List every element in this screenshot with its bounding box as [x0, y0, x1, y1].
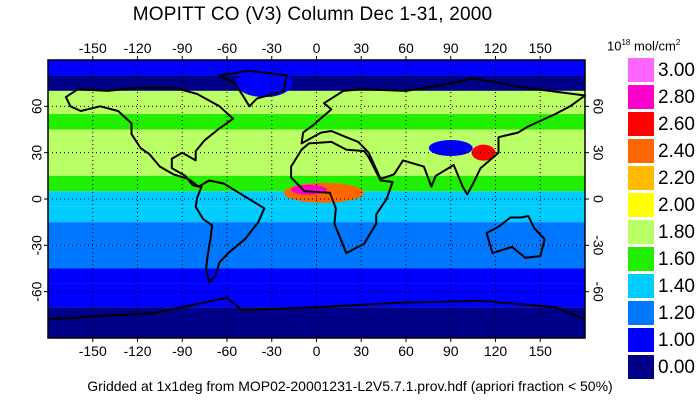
outline-africa [290, 140, 394, 255]
lon-label-bottom: -60 [217, 343, 237, 359]
colorbar-label: 1.60 [658, 249, 695, 270]
continent-outlines [47, 69, 586, 321]
lon-label-bottom: 0 [313, 343, 321, 359]
colorbar-label: 3.00 [658, 60, 695, 81]
lon-label-top: 60 [398, 40, 414, 56]
lon-label-top: 120 [484, 40, 508, 56]
lon-label-bottom: 120 [484, 343, 508, 359]
colorbar-label: 1.80 [658, 222, 695, 243]
lon-label-bottom: 60 [398, 343, 414, 359]
colorbar-level: 2.60 [628, 112, 698, 138]
colorbar-swatch [628, 112, 654, 136]
lon-label-bottom: -90 [172, 343, 192, 359]
lon-label-bottom: 150 [529, 343, 553, 359]
colorbar-swatch [628, 274, 654, 298]
colorbar-level: 1.00 [628, 328, 698, 354]
lon-label-top: 90 [443, 40, 459, 56]
lat-label-right: -30 [590, 235, 606, 255]
colorbar-label: 2.60 [658, 114, 695, 135]
lon-label-top: -90 [172, 40, 192, 56]
co-band [48, 206, 585, 223]
lat-label-left: 0 [29, 195, 45, 203]
colorbar-swatch [628, 328, 654, 352]
lon-label-bottom: -30 [262, 343, 282, 359]
colorbar-label: 1.40 [658, 276, 695, 297]
graticule [48, 60, 585, 338]
colorbar-level: 3.00 [628, 58, 698, 84]
colorbar-units: 1018 mol/cm2 [607, 38, 681, 54]
co-band [48, 307, 585, 338]
colorbar-level: 1.60 [628, 247, 698, 273]
footer-note: Gridded at 1x1deg from MOP02-20001231-L2… [87, 378, 613, 394]
lon-label-top: -150 [79, 40, 107, 56]
outline-north-america [64, 86, 234, 188]
colorbar-level: 2.20 [628, 166, 698, 192]
lon-label-top: -120 [123, 40, 151, 56]
colorbar-swatch [628, 301, 654, 325]
colorbar-label: 1.00 [658, 330, 695, 351]
lon-label-top: -30 [262, 40, 282, 56]
lat-label-left: -30 [29, 235, 45, 255]
colorbar-swatch [628, 58, 654, 82]
colorbar-swatch [628, 355, 654, 379]
colorbar: 3.00 2.80 2.60 2.40 2.20 2.00 1.80 1.60 1.40 1.20… [628, 58, 698, 384]
lat-label-left: 60 [29, 98, 45, 114]
lat-label-right: 60 [590, 99, 606, 115]
lon-label-bottom: -120 [123, 343, 151, 359]
lon-label-bottom: -150 [79, 343, 107, 359]
colorbar-swatch [628, 247, 654, 271]
lon-label-top: -60 [217, 40, 237, 56]
colorbar-swatch [628, 85, 654, 109]
colorbar-level: 2.80 [628, 85, 698, 111]
greenland-low [236, 69, 293, 98]
colorbar-level: 0.00 [628, 355, 698, 381]
outline-south-america [194, 179, 266, 284]
colorbar-level: 2.00 [628, 193, 698, 219]
lat-label-left: 30 [29, 145, 45, 161]
colorbar-swatch [628, 139, 654, 163]
colorbar-label: 0.00 [658, 357, 695, 378]
lat-label-right: -60 [590, 282, 606, 302]
colorbar-level: 2.40 [628, 139, 698, 165]
lat-label-left: -60 [29, 281, 45, 301]
outline-antarctica [47, 296, 586, 321]
outline-eurasia [300, 77, 586, 196]
co-band [48, 60, 585, 76]
lon-label-top: 0 [313, 40, 321, 56]
colorbar-level: 1.20 [628, 301, 698, 327]
lat-label-right: 0 [590, 195, 606, 203]
colorbar-swatch [628, 193, 654, 217]
lon-label-top: 150 [529, 40, 553, 56]
lon-label-bottom: 90 [443, 343, 459, 359]
outline-australia [485, 215, 546, 259]
colorbar-label: 2.20 [658, 168, 695, 189]
colorbar-swatch [628, 220, 654, 244]
lon-label-top: 30 [353, 40, 369, 56]
co-band [48, 90, 585, 115]
colorbar-label: 2.00 [658, 195, 695, 216]
outline-greenland [218, 69, 288, 108]
china-high [471, 144, 496, 161]
lat-label-right: 30 [590, 145, 606, 161]
axis-ticks: -150 -150 -120 -120 -90 -90 -60 -60 -30 -30 0 0 30 30… [29, 40, 607, 359]
colorbar-label: 2.80 [658, 87, 695, 108]
colorbar-swatch [628, 166, 654, 190]
co-band [48, 75, 585, 91]
colorbar-label: 2.40 [658, 141, 695, 162]
colorbar-level: 1.40 [628, 274, 698, 300]
colorbar-level: 1.80 [628, 220, 698, 246]
colorbar-label: 1.20 [658, 303, 695, 324]
lon-label-bottom: 30 [353, 343, 369, 359]
co-band [48, 222, 585, 246]
chart-title: MOPITT CO (V3) Column Dec 1-31, 2000 [132, 4, 493, 25]
